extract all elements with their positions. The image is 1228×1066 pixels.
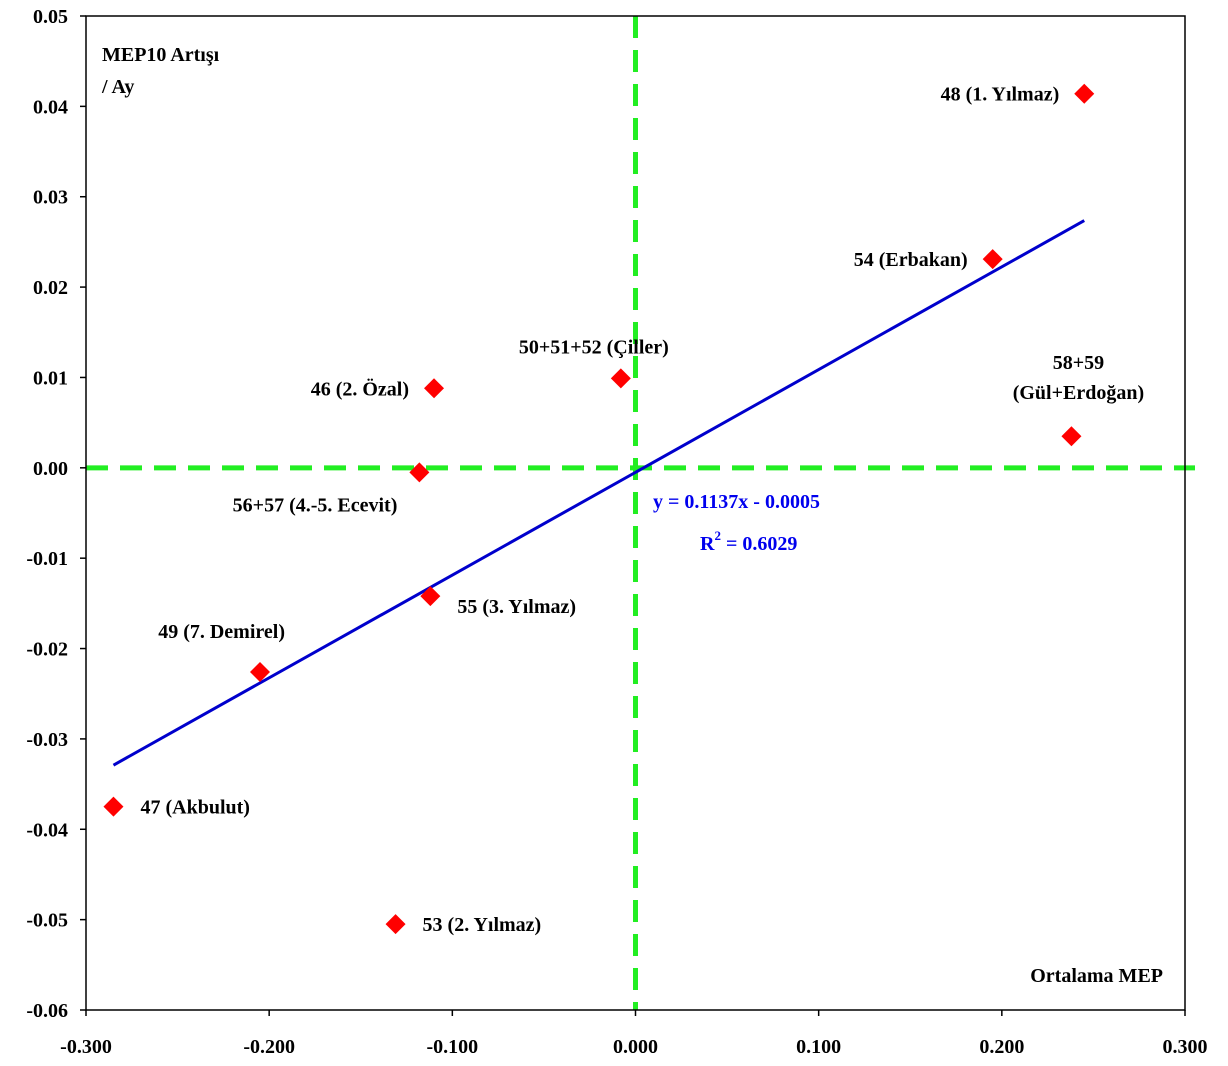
r-squared-superscript: 2 [714, 528, 721, 543]
x-tick-label: 0.200 [979, 1036, 1024, 1058]
point-label: 55 (3. Yılmaz) [457, 596, 576, 618]
trend-equation: y = 0.1137x - 0.0005 [653, 491, 820, 513]
y-axis-label-line2: / Ay [101, 76, 134, 98]
y-tick-label: -0.03 [26, 729, 68, 751]
x-tick-label: 0.100 [796, 1036, 841, 1058]
point-label: 50+51+52 (Çiller) [519, 336, 669, 358]
r-squared-r: R [700, 533, 715, 555]
x-tick-label: -0.300 [60, 1036, 112, 1058]
x-tick-label: 0.300 [1163, 1036, 1208, 1058]
y-tick-label: -0.02 [26, 639, 68, 661]
data-point-marker [250, 662, 271, 683]
data-point-marker [420, 586, 441, 607]
point-label-line2: (Gül+Erdoğan) [1013, 382, 1144, 404]
y-axis-label-line1: MEP10 Artışı [102, 44, 220, 66]
y-tick-label: 0.00 [33, 458, 68, 480]
x-axis-label: Ortalama MEP [1030, 965, 1163, 987]
data-point-marker [385, 914, 406, 935]
x-tick-label: -0.200 [243, 1036, 295, 1058]
trend-line [112, 219, 1085, 767]
point-label: 54 (Erbakan) [854, 249, 968, 271]
data-point-marker [610, 368, 631, 389]
point-label: 49 (7. Demirel) [158, 621, 285, 643]
point-label: 56+57 (4.-5. Ecevit) [233, 494, 398, 516]
point-label: 58+59 [1053, 352, 1104, 374]
data-point-marker [982, 249, 1003, 270]
data-point-marker [409, 462, 430, 483]
data-point-marker [424, 378, 445, 399]
y-tick-label: -0.05 [26, 910, 68, 932]
y-tick-label: 0.05 [33, 6, 68, 28]
point-label: 48 (1. Yılmaz) [941, 84, 1060, 106]
y-tick-label: 0.04 [33, 96, 68, 118]
r-squared-label: R2 = 0.6029 [700, 528, 797, 555]
x-tick-label: 0.000 [613, 1036, 658, 1058]
y-tick-label: 0.01 [33, 367, 68, 389]
y-tick-label: -0.04 [26, 819, 68, 841]
point-label: 47 (Akbulut) [140, 797, 249, 819]
point-label: 46 (2. Özal) [311, 377, 409, 400]
y-tick-label: 0.03 [33, 187, 68, 209]
data-point-marker [1074, 83, 1095, 104]
data-point-marker [103, 796, 124, 817]
y-tick-label: 0.02 [33, 277, 68, 299]
r-squared-value: = 0.6029 [721, 533, 797, 555]
y-tick-label: -0.01 [26, 548, 68, 570]
y-tick-label: -0.06 [26, 1000, 68, 1022]
point-label: 53 (2. Yılmaz) [423, 914, 542, 936]
x-tick-label: -0.100 [426, 1036, 478, 1058]
data-point-marker [1061, 426, 1082, 447]
